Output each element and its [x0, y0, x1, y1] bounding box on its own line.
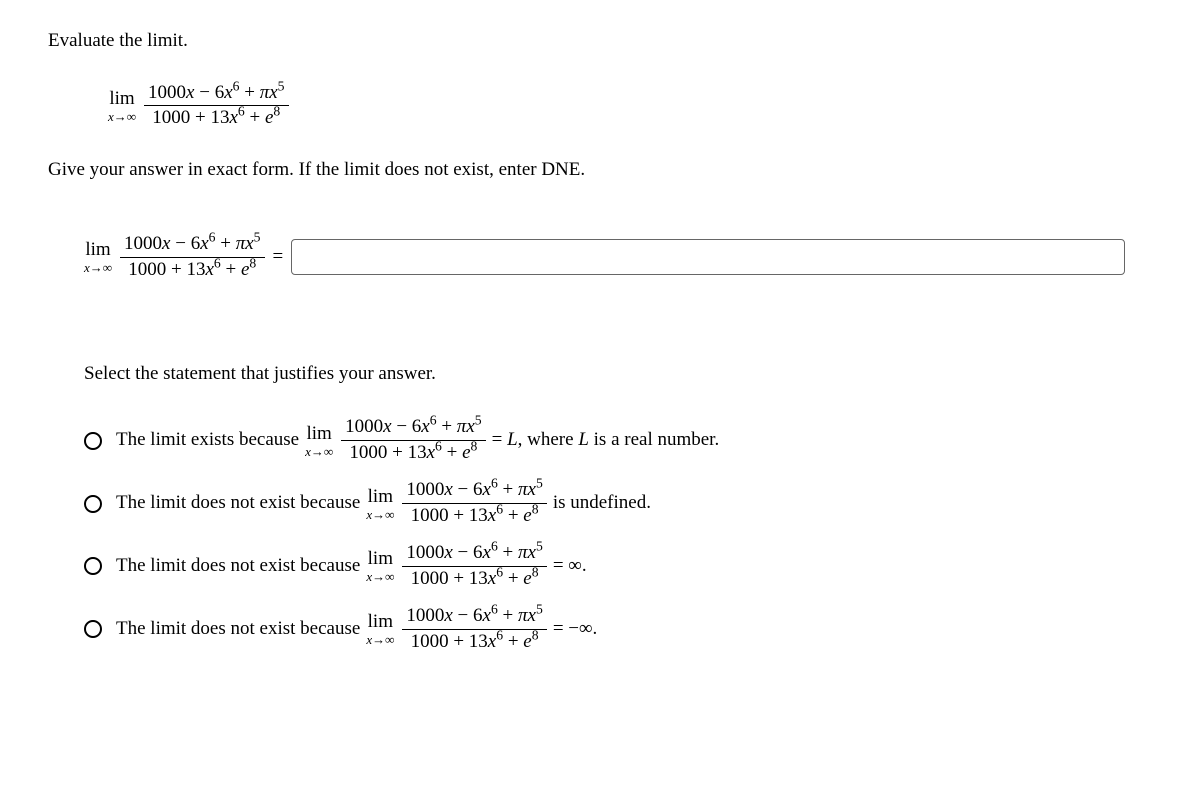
- prompt-line2: Give your answer in exact form. If the l…: [48, 157, 1152, 184]
- lim-subscript: x→∞: [366, 508, 394, 521]
- choice-text: The limit does not exist because lim x→∞ 1…: [116, 606, 597, 653]
- lim-subscript: x→∞: [305, 445, 333, 458]
- lim-subscript: x→∞: [366, 570, 394, 583]
- lim-block: lim x→∞: [108, 89, 136, 123]
- lim-word: lim: [368, 549, 393, 568]
- fraction-denominator: 1000 + 13x6 + e8: [124, 258, 260, 281]
- fraction: 1000x − 6x6 + πx51000 + 13x6 + e8: [402, 543, 546, 590]
- fraction: 1000x − 6x6 + πx51000 + 13x6 + e8: [402, 606, 546, 653]
- prompt-limit-expression: lim x→∞ 1000x − 6x6 + πx5 1000 + 13x6 + …: [108, 83, 1152, 130]
- answer-input[interactable]: [291, 239, 1125, 275]
- fraction-numerator: 1000x − 6x6 + πx5: [402, 543, 546, 567]
- radio-button[interactable]: [84, 557, 102, 575]
- fraction: 1000x − 6x6 + πx5 1000 + 13x6 + e8: [144, 83, 288, 130]
- lim-block: lim x→∞: [84, 240, 112, 274]
- fraction: 1000x − 6x6 + πx51000 + 13x6 + e8: [341, 417, 485, 464]
- choice-limit-expression: lim x→∞ 1000x − 6x6 + πx51000 + 13x6 + e8: [305, 417, 486, 464]
- choice-post-text: is undefined.: [553, 490, 651, 517]
- radio-button[interactable]: [84, 432, 102, 450]
- lim-block: lim x→∞: [366, 549, 394, 583]
- choice-row[interactable]: The limit does not exist because lim x→∞ 1…: [84, 606, 1152, 653]
- choice-pre-text: The limit does not exist because: [116, 616, 360, 643]
- lim-word: lim: [368, 487, 393, 506]
- fraction-denominator: 1000 + 13x6 + e8: [148, 106, 284, 129]
- fraction-numerator: 1000x − 6x6 + πx5: [402, 606, 546, 630]
- choice-pre-text: The limit exists because: [116, 427, 299, 454]
- lim-block: lim x→∞: [366, 612, 394, 646]
- choice-text: The limit does not exist because lim x→∞ 1…: [116, 543, 587, 590]
- choice-post-text: = L, where L is a real number.: [492, 427, 720, 454]
- lim-word: lim: [85, 240, 110, 259]
- fraction-numerator: 1000x − 6x6 + πx5: [120, 234, 264, 258]
- fraction: 1000x − 6x6 + πx5 1000 + 13x6 + e8: [120, 234, 264, 281]
- lim-block: lim x→∞: [305, 424, 333, 458]
- fraction-numerator: 1000x − 6x6 + πx5: [144, 83, 288, 107]
- lim-word: lim: [306, 424, 331, 443]
- fraction-numerator: 1000x − 6x6 + πx5: [341, 417, 485, 441]
- answer-row: lim x→∞ 1000x − 6x6 + πx5 1000 + 13x6 + …: [84, 234, 1152, 281]
- fraction-denominator: 1000 + 13x6 + e8: [407, 504, 543, 527]
- choice-row[interactable]: The limit does not exist because lim x→∞ 1…: [84, 543, 1152, 590]
- choice-text: The limit exists because lim x→∞ 1000x − 6…: [116, 417, 719, 464]
- choice-post-text: = −∞.: [553, 616, 597, 643]
- fraction-denominator: 1000 + 13x6 + e8: [407, 630, 543, 653]
- lim-word: lim: [368, 612, 393, 631]
- choice-list: The limit exists because lim x→∞ 1000x − 6…: [84, 417, 1152, 652]
- choice-row[interactable]: The limit does not exist because lim x→∞ 1…: [84, 480, 1152, 527]
- choice-post-text: = ∞.: [553, 553, 587, 580]
- equals-sign: =: [273, 244, 284, 271]
- fraction-numerator: 1000x − 6x6 + πx5: [402, 480, 546, 504]
- lim-subscript: x→∞: [108, 110, 136, 123]
- prompt-line1: Evaluate the limit.: [48, 28, 1152, 55]
- radio-button[interactable]: [84, 495, 102, 513]
- choice-limit-expression: lim x→∞ 1000x − 6x6 + πx51000 + 13x6 + e8: [366, 480, 547, 527]
- radio-button[interactable]: [84, 620, 102, 638]
- choice-text: The limit does not exist because lim x→∞ 1…: [116, 480, 651, 527]
- lim-word: lim: [109, 89, 134, 108]
- fraction-denominator: 1000 + 13x6 + e8: [345, 441, 481, 464]
- choice-row[interactable]: The limit exists because lim x→∞ 1000x − 6…: [84, 417, 1152, 464]
- choice-limit-expression: lim x→∞ 1000x − 6x6 + πx51000 + 13x6 + e8: [366, 543, 547, 590]
- choice-pre-text: The limit does not exist because: [116, 490, 360, 517]
- answer-limit-expression: lim x→∞ 1000x − 6x6 + πx5 1000 + 13x6 + …: [84, 234, 265, 281]
- select-prompt: Select the statement that justifies your…: [84, 361, 1152, 388]
- choice-pre-text: The limit does not exist because: [116, 553, 360, 580]
- choice-limit-expression: lim x→∞ 1000x − 6x6 + πx51000 + 13x6 + e8: [366, 606, 547, 653]
- lim-block: lim x→∞: [366, 487, 394, 521]
- lim-subscript: x→∞: [366, 633, 394, 646]
- fraction-denominator: 1000 + 13x6 + e8: [407, 567, 543, 590]
- fraction: 1000x − 6x6 + πx51000 + 13x6 + e8: [402, 480, 546, 527]
- lim-subscript: x→∞: [84, 261, 112, 274]
